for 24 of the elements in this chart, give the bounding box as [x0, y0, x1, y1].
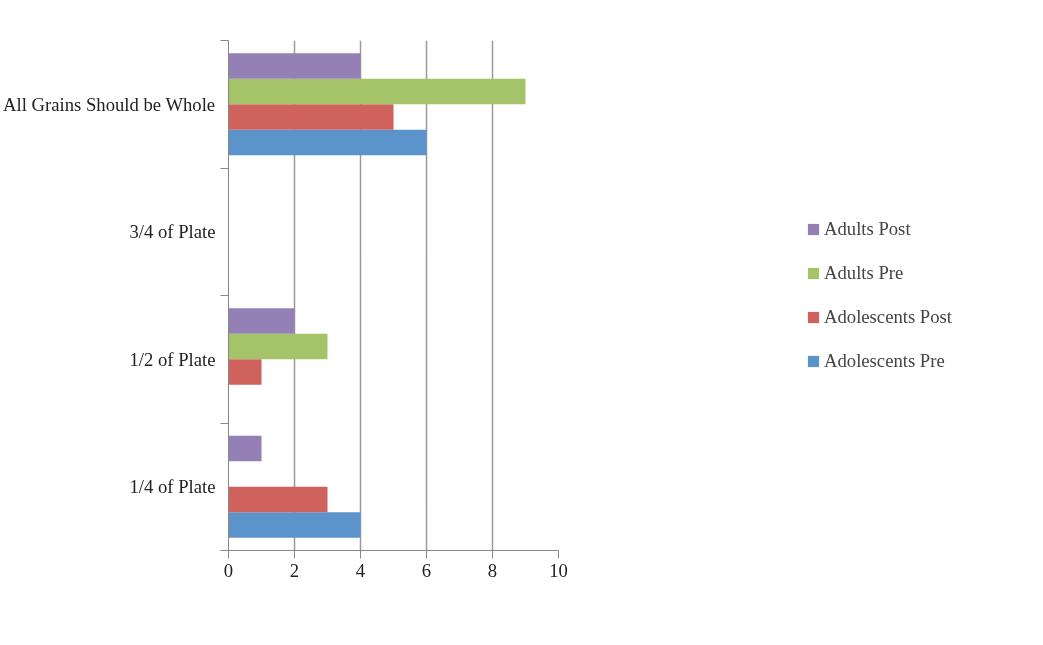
y-tick-label: All Grains Should be Whole — [3, 93, 216, 115]
x-tick-label: 4 — [355, 559, 366, 581]
y-tick-label: 3/4 of Plate — [129, 221, 216, 243]
legend-label: Adolescents Post — [824, 306, 952, 328]
x-tick-label: 0 — [223, 559, 234, 581]
x-tick-label: 2 — [289, 559, 300, 581]
legend-label: Adults Post — [824, 218, 911, 240]
bar — [228, 333, 328, 360]
bar — [228, 53, 361, 79]
legend-label: Adolescents Pre — [824, 350, 945, 372]
bar — [228, 78, 526, 105]
bar — [228, 435, 262, 462]
legend-label: Adults Pre — [824, 262, 904, 284]
bar — [228, 359, 262, 385]
y-tick-label: 1/2 of Plate — [129, 348, 216, 370]
bar — [228, 308, 295, 334]
x-tick-label: 10 — [549, 559, 568, 581]
x-tick-label: 8 — [487, 559, 498, 581]
bar — [228, 129, 427, 156]
bar — [228, 104, 394, 130]
y-tick-label: 1/4 of Plate — [129, 476, 216, 498]
x-tick-label: 6 — [421, 559, 432, 581]
bar — [228, 512, 361, 538]
bar — [228, 486, 328, 513]
